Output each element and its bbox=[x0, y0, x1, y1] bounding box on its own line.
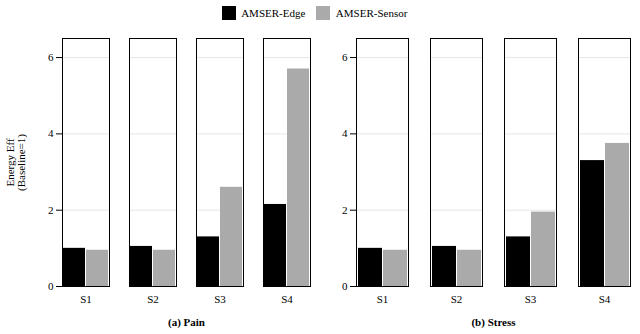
svg-text:S3: S3 bbox=[214, 293, 226, 305]
svg-text:(b) Stress: (b) Stress bbox=[471, 316, 516, 329]
svg-text:S4: S4 bbox=[281, 293, 293, 305]
svg-text:0: 0 bbox=[342, 280, 348, 292]
svg-text:2: 2 bbox=[342, 204, 348, 216]
svg-text:2: 2 bbox=[48, 204, 54, 216]
svg-text:S1: S1 bbox=[377, 293, 389, 305]
svg-text:Energy Eff(Baseline=1): Energy Eff(Baseline=1) bbox=[4, 134, 28, 191]
svg-text:4: 4 bbox=[48, 127, 54, 139]
html-text:AMSER-Sensor: AMSER-Sensor bbox=[335, 7, 408, 20]
svg-text:S1: S1 bbox=[80, 293, 92, 305]
svg-text:S2: S2 bbox=[147, 293, 159, 305]
svg-text:6: 6 bbox=[342, 51, 348, 63]
svg-text:6: 6 bbox=[48, 51, 54, 63]
svg-text:S4: S4 bbox=[599, 293, 611, 305]
svg-text:S3: S3 bbox=[525, 293, 537, 305]
svg-text:4: 4 bbox=[342, 127, 348, 139]
svg-text:(a) Pain: (a) Pain bbox=[168, 316, 205, 329]
svg-text:0: 0 bbox=[48, 280, 54, 292]
svg-text:S2: S2 bbox=[451, 293, 463, 305]
html-text:AMSER-Edge: AMSER-Edge bbox=[241, 7, 306, 20]
